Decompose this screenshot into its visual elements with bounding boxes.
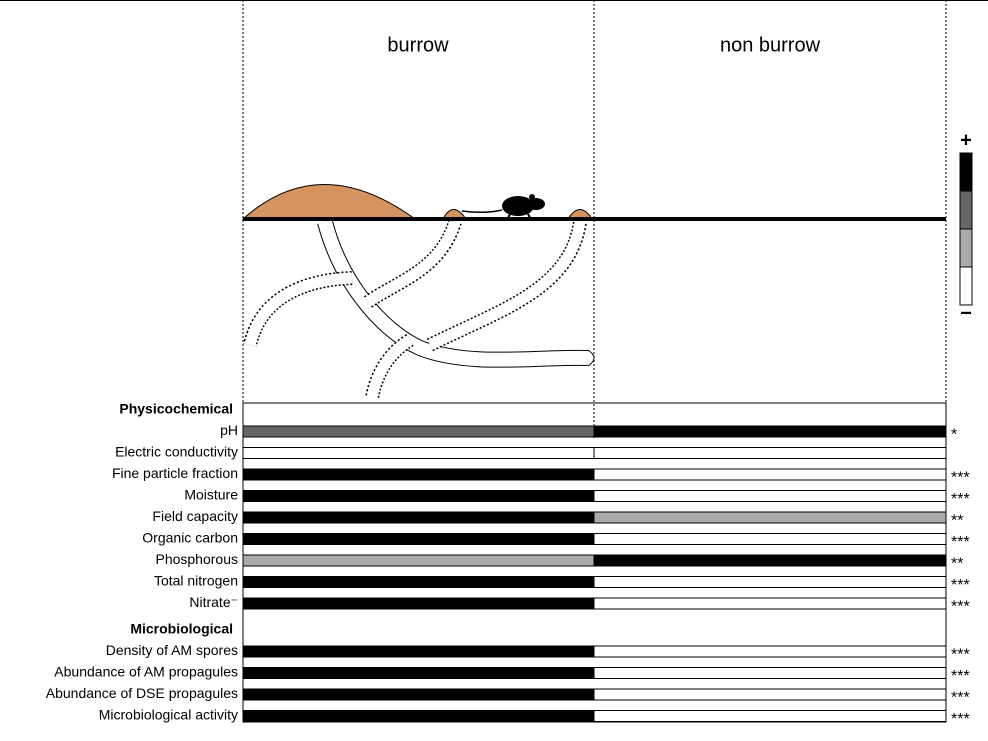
- non-burrow-bar: [594, 534, 946, 545]
- significance: ***: [951, 491, 970, 508]
- non-burrow-bar: [594, 689, 946, 700]
- significance: ***: [951, 577, 970, 594]
- burrow-bar: [243, 512, 594, 523]
- burrow-bar: [243, 534, 594, 545]
- figure: burrow non burrow + − Physicochemical pH *…: [0, 0, 988, 741]
- row-label: Abundance of AM propagules: [54, 664, 238, 680]
- burrow-bar: [243, 448, 594, 459]
- burrow-bar: [243, 646, 594, 657]
- non-burrow-bar: [594, 577, 946, 588]
- row-label: Field capacity: [152, 508, 238, 524]
- section-title: Physicochemical: [119, 401, 233, 417]
- legend-swatch: [960, 191, 972, 229]
- significance: *: [951, 427, 957, 444]
- non-burrow-bar: [594, 426, 946, 437]
- legend-swatch: [960, 267, 972, 305]
- significance: **: [951, 556, 963, 573]
- row-label: Organic carbon: [142, 530, 238, 546]
- row-label: Microbiological activity: [99, 707, 238, 723]
- row-label: Phosphorous: [155, 551, 238, 567]
- section-title: Microbiological: [130, 621, 233, 637]
- significance: **: [951, 513, 963, 530]
- burrow-bar: [243, 469, 594, 480]
- row-label: Abundance of DSE propagules: [46, 685, 238, 701]
- non-burrow-bar: [594, 598, 946, 609]
- burrow-bar: [243, 689, 594, 700]
- significance: ***: [951, 534, 970, 551]
- column-title: non burrow: [720, 34, 821, 56]
- non-burrow-bar: [594, 711, 946, 722]
- significance: ***: [951, 599, 970, 616]
- burrow-bar: [243, 426, 594, 437]
- burrow-bar: [243, 555, 594, 566]
- row-label: Electric conductivity: [115, 444, 238, 460]
- non-burrow-bar: [594, 491, 946, 502]
- significance: ***: [951, 690, 970, 707]
- row-label: Nitrate⁻: [189, 594, 238, 610]
- non-burrow-bar: [594, 448, 946, 459]
- legend-low: −: [960, 302, 972, 324]
- significance: ***: [951, 647, 970, 664]
- significance: ***: [951, 711, 970, 728]
- burrow-bar: [243, 711, 594, 722]
- non-burrow-bar: [594, 469, 946, 480]
- non-burrow-bar: [594, 555, 946, 566]
- legend-swatch: [960, 229, 972, 267]
- non-burrow-bar: [594, 668, 946, 679]
- row-label: Density of AM spores: [106, 642, 238, 658]
- non-burrow-bar: [594, 646, 946, 657]
- burrow-bar: [243, 491, 594, 502]
- row-label: Fine particle fraction: [112, 465, 238, 481]
- burrow-bar: [243, 598, 594, 609]
- legend-swatch: [960, 153, 972, 191]
- row-label: Moisture: [184, 487, 238, 503]
- burrow-bar: [243, 668, 594, 679]
- significance: ***: [951, 470, 970, 487]
- legend-high: +: [960, 129, 972, 151]
- row-label: Total nitrogen: [154, 573, 238, 589]
- column-title: burrow: [387, 34, 449, 56]
- non-burrow-bar: [594, 512, 946, 523]
- row-label: pH: [220, 422, 238, 438]
- significance: ***: [951, 668, 970, 685]
- burrow-bar: [243, 577, 594, 588]
